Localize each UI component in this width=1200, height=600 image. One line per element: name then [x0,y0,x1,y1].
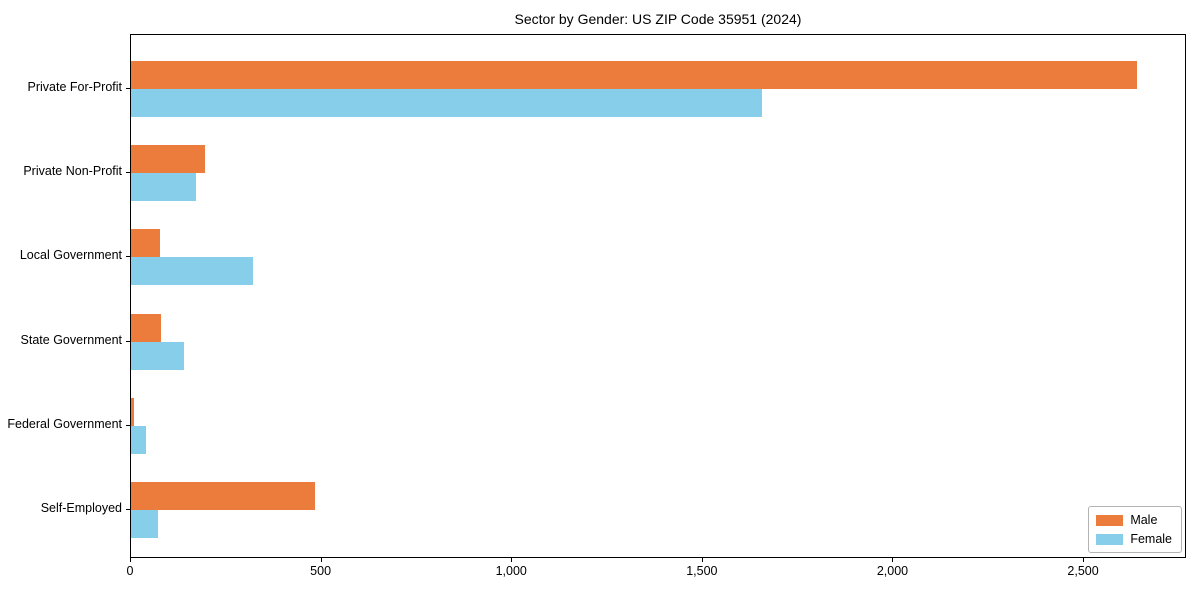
x-tick-label: 500 [310,564,332,578]
bar-female-local-government [131,257,253,286]
y-category-label-state-government: State Government [20,332,122,347]
bar-female-self-employed [131,510,159,538]
x-tick-mark [701,558,703,562]
bar-male-federal-government [131,397,135,426]
bar-female-private-non-profit [131,173,196,202]
y-tick-mark [126,172,130,174]
y-tick-mark [126,88,130,89]
bar-male-private-for-profit [131,61,1138,89]
bar-male-self-employed [131,482,316,510]
y-tick-mark [126,340,130,342]
chart-title: Sector by Gender: US ZIP Code 35951 (202… [514,11,802,27]
y-category-label-private-non-profit: Private Non-Profit [23,164,122,179]
bar-female-state-government [131,341,184,370]
x-tick-label: 1,500 [686,564,718,578]
y-category-label-federal-government: Federal Government [7,416,122,431]
x-tick-mark [892,558,894,562]
bar-male-private-non-profit [131,145,206,174]
bar-female-federal-government [131,425,147,454]
y-category-label-local-government: Local Government [19,248,122,263]
x-tick-label: 0 [126,564,134,578]
female-swatch-icon [1096,533,1124,545]
x-tick-mark [1083,558,1085,562]
legend-label-male: Male [1130,513,1158,527]
bar-male-state-government [131,313,161,342]
legend: Male Female [1088,506,1182,553]
x-tick-label: 2,000 [876,564,909,578]
y-category-label-private-for-profit: Private For-Profit [27,80,122,94]
y-tick-mark [126,256,130,258]
y-tick-mark [126,509,130,510]
legend-label-female: Female [1130,532,1172,546]
legend-item-female: Female [1096,532,1172,546]
x-tick-mark [130,558,131,562]
y-category-label-self-employed: Self-Employed [40,501,122,515]
x-tick-label: 2,500 [1067,564,1099,578]
plot-area: Male Female [130,34,1186,558]
y-tick-mark [126,424,130,426]
bar-female-private-for-profit [131,89,762,117]
legend-item-male: Male [1096,513,1172,527]
bar-male-local-government [131,229,160,258]
x-tick-label: 1,000 [495,564,527,578]
male-swatch-icon [1096,514,1124,526]
x-tick-mark [511,558,513,562]
x-tick-mark [320,558,322,562]
